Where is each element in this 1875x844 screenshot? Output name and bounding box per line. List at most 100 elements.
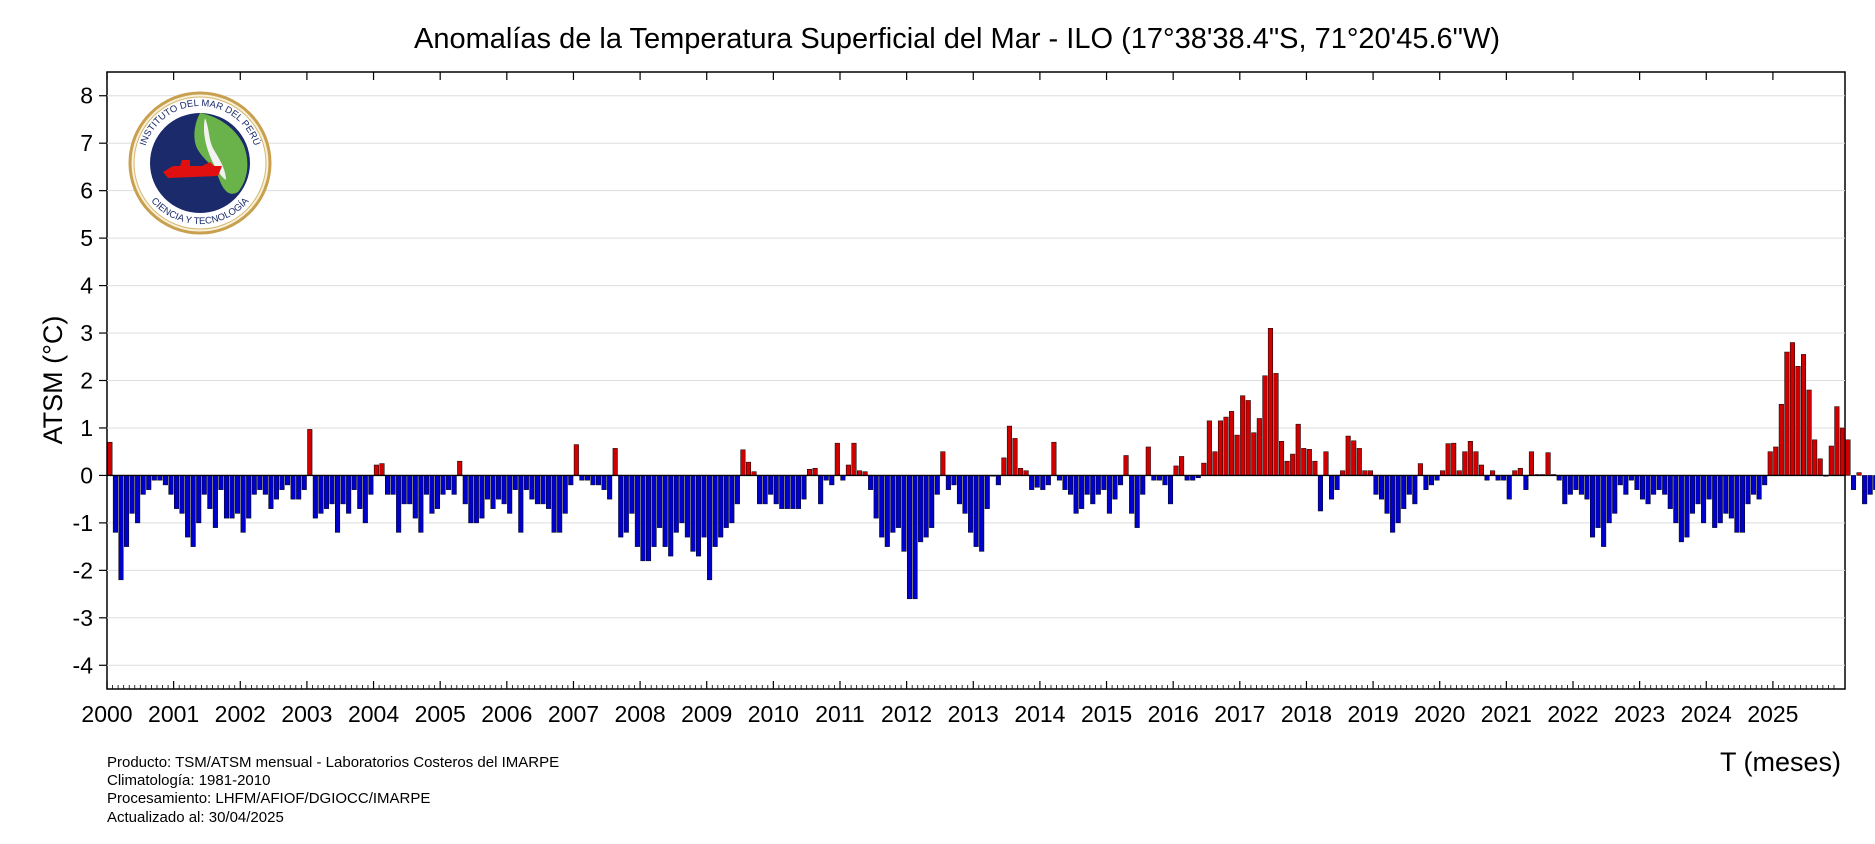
anomaly-bar <box>562 475 568 514</box>
anomaly-bar <box>1267 328 1273 476</box>
anomaly-bar <box>1245 400 1251 476</box>
anomaly-bar <box>1795 366 1801 476</box>
y-tick-label: 3 <box>80 320 93 346</box>
anomaly-bar <box>734 475 740 505</box>
anomaly-bar <box>590 475 596 486</box>
anomaly-bar <box>373 464 379 476</box>
y-tick-label: 7 <box>80 130 93 156</box>
anomaly-bar <box>1728 475 1734 519</box>
anomaly-bar <box>762 475 768 505</box>
anomaly-bar <box>385 475 391 495</box>
anomaly-bar <box>1112 475 1118 500</box>
anomaly-bar <box>1045 475 1051 486</box>
anomaly-bar <box>1156 475 1162 481</box>
anomaly-bar <box>473 475 479 524</box>
anomaly-bar <box>1229 411 1235 476</box>
anomaly-bar <box>695 475 702 557</box>
anomaly-bar <box>1262 375 1268 476</box>
anomaly-bar <box>1062 475 1068 490</box>
anomaly-bar <box>107 441 113 476</box>
anomaly-bar <box>884 475 890 547</box>
anomaly-bar <box>973 475 979 547</box>
anomaly-bar <box>1628 475 1634 481</box>
anomaly-bar <box>1317 475 1323 512</box>
anomaly-bar <box>956 475 963 505</box>
anomaly-bar <box>1506 475 1512 500</box>
anomaly-bar <box>1151 475 1157 481</box>
anomaly-bar <box>1001 457 1007 476</box>
anomaly-bar <box>612 448 618 476</box>
anomaly-bar <box>1667 475 1673 509</box>
x-tick-label: 2001 <box>148 701 199 727</box>
anomaly-bar <box>873 475 879 519</box>
x-tick-label: 2008 <box>615 701 666 727</box>
y-tick-label: -3 <box>73 605 93 631</box>
anomaly-bar <box>529 475 535 500</box>
anomaly-bar <box>1623 475 1629 495</box>
anomaly-bar <box>1095 475 1101 495</box>
anomaly-bar <box>779 475 785 509</box>
anomaly-bar <box>1545 452 1551 476</box>
x-tick-label: 2017 <box>1214 701 1265 727</box>
anomaly-bar <box>1656 475 1662 490</box>
anomaly-bar <box>634 475 640 547</box>
anomaly-bar <box>923 475 929 538</box>
anomaly-bar <box>757 475 763 505</box>
anomaly-bar <box>1695 475 1701 505</box>
anomaly-bar <box>823 475 829 481</box>
anomaly-bar <box>1567 475 1573 495</box>
x-tick-label: 2013 <box>948 701 999 727</box>
anomaly-bar <box>390 475 396 495</box>
anomaly-bar <box>479 475 485 519</box>
anomaly-bar <box>490 475 496 509</box>
anomaly-bar <box>1123 455 1129 476</box>
anomaly-bar <box>1279 441 1285 476</box>
x-tick-label: 2006 <box>481 701 532 727</box>
x-tick-label: 2024 <box>1681 701 1732 727</box>
anomaly-bar <box>934 475 940 495</box>
anomaly-bar <box>962 475 968 514</box>
anomaly-bar <box>157 475 163 481</box>
anomaly-bar <box>1395 475 1401 524</box>
anomaly-bar <box>1434 475 1440 481</box>
anomaly-bar <box>645 475 652 562</box>
anomaly-bar <box>690 475 696 552</box>
anomaly-bar <box>1145 446 1151 476</box>
anomaly-bar <box>845 464 851 476</box>
anomaly-bar <box>540 475 546 505</box>
anomaly-bar <box>135 475 141 524</box>
anomaly-bar <box>1445 443 1451 476</box>
anomaly-bar <box>679 475 685 524</box>
y-tick-label: 1 <box>80 415 93 441</box>
y-tick-label: 5 <box>80 225 93 251</box>
anomaly-bar <box>1373 475 1379 495</box>
x-tick-label: 2012 <box>881 701 932 727</box>
anomaly-bar <box>1018 468 1024 476</box>
anomaly-bar <box>1440 470 1446 476</box>
anomaly-bar <box>257 475 263 490</box>
anomaly-bar <box>329 475 335 505</box>
anomaly-bar <box>1490 470 1496 476</box>
anomaly-bar <box>1162 475 1168 486</box>
anomaly-bar <box>1251 432 1257 476</box>
anomaly-bar <box>1856 472 1862 476</box>
anomaly-bar <box>834 442 840 476</box>
footer-line-climatology: Climatología: 1981-2010 <box>107 772 270 789</box>
anomaly-bar <box>307 429 313 476</box>
anomaly-bar <box>190 475 196 547</box>
anomaly-bar <box>773 475 779 505</box>
anomaly-bar <box>124 475 130 547</box>
x-tick-label: 2023 <box>1614 701 1665 727</box>
anomaly-bar <box>1234 434 1240 476</box>
anomaly-bar <box>507 475 513 514</box>
anomaly-bar <box>551 475 557 533</box>
anomaly-bar <box>657 475 663 528</box>
anomaly-bar <box>1217 420 1223 476</box>
anomaly-bar <box>484 475 491 500</box>
anomaly-bar <box>1068 475 1074 495</box>
anomaly-bar <box>1012 438 1018 476</box>
anomaly-bar <box>368 475 374 495</box>
anomaly-bar <box>1578 475 1584 495</box>
anomaly-bar <box>312 475 318 519</box>
